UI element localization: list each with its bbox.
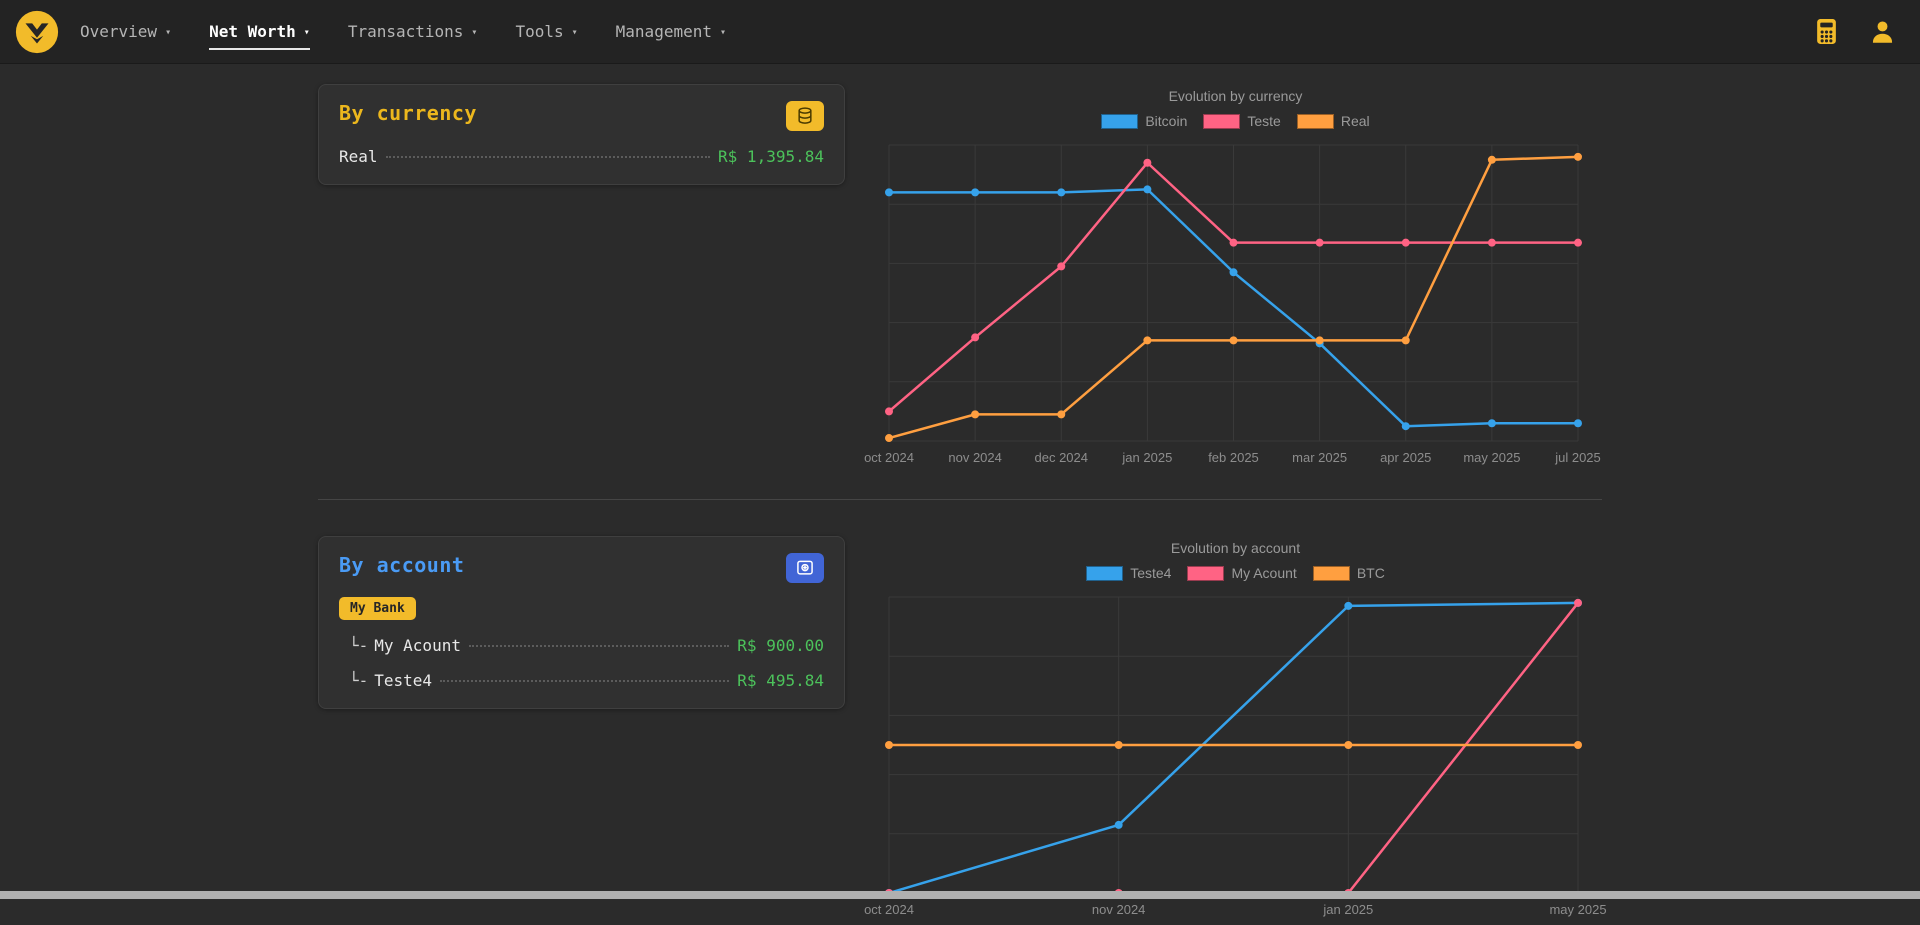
legend-label: Bitcoin (1145, 113, 1187, 129)
main-content: By currency Real R$ 1,395.84 Evolution b… (318, 64, 1602, 925)
svg-text:nov 2024: nov 2024 (1092, 902, 1146, 917)
svg-text:feb 2025: feb 2025 (1208, 450, 1259, 465)
nav-label: Transactions (348, 22, 464, 41)
legend-swatch (1101, 114, 1138, 129)
user-icon (1869, 18, 1896, 45)
nav-label: Overview (80, 22, 157, 41)
svg-text:oct 2024: oct 2024 (864, 902, 914, 917)
legend-label: My Acount (1231, 565, 1296, 581)
currency-chart-block: Evolution by currency Bitcoin Teste Real… (869, 84, 1602, 473)
currency-label: Real (339, 147, 378, 166)
legend-swatch (1297, 114, 1334, 129)
svg-text:jan 2025: jan 2025 (1322, 902, 1373, 917)
chevron-down-icon: ▾ (304, 27, 310, 38)
leader-dots (386, 156, 711, 158)
svg-text:jul 2025: jul 2025 (1554, 450, 1601, 465)
chart-title: Evolution by currency (869, 88, 1602, 104)
chevron-down-icon: ▾ (471, 27, 477, 38)
legend-swatch (1313, 566, 1350, 581)
svg-text:apr 2025: apr 2025 (1380, 450, 1431, 465)
calculator-icon (1814, 18, 1839, 45)
currency-section: By currency Real R$ 1,395.84 Evolution b… (318, 84, 1602, 473)
nav-label: Management (616, 22, 712, 41)
nav-item-overview[interactable]: Overview ▾ (80, 22, 171, 41)
nav-item-net-worth[interactable]: Net Worth ▾ (209, 22, 310, 41)
account-chart-block: Evolution by account Teste4 My Acount BT… (869, 536, 1602, 925)
svg-text:may 2025: may 2025 (1549, 902, 1606, 917)
legend-item-bitcoin[interactable]: Bitcoin (1101, 113, 1187, 129)
account-card-title: By account (339, 553, 464, 577)
currency-list-button[interactable] (786, 101, 824, 131)
account-value: R$ 495.84 (737, 671, 824, 690)
coins-icon (795, 106, 815, 126)
account-row: └- Teste4 R$ 495.84 (339, 671, 824, 690)
chevron-down-icon: ▾ (572, 27, 578, 38)
profile-button[interactable] (1865, 14, 1900, 49)
legend-swatch (1086, 566, 1123, 581)
currency-value: R$ 1,395.84 (718, 147, 824, 166)
svg-text:dec 2024: dec 2024 (1035, 450, 1089, 465)
section-divider (318, 499, 1602, 500)
account-card-header: By account (339, 553, 824, 583)
app-logo[interactable] (14, 9, 60, 55)
navbar-right (1810, 14, 1906, 49)
accounts-button[interactable] (786, 553, 824, 583)
chart-legend: Teste4 My Acount BTC (869, 565, 1602, 581)
currency-card-title: By currency (339, 101, 477, 125)
nav-item-management[interactable]: Management ▾ (616, 22, 726, 41)
legend-label: Real (1341, 113, 1370, 129)
legend-label: Teste4 (1130, 565, 1171, 581)
navbar: Overview ▾ Net Worth ▾ Transactions ▾ To… (0, 0, 1920, 64)
legend-item-teste4[interactable]: Teste4 (1086, 565, 1171, 581)
nav-label: Tools (515, 22, 563, 41)
legend-swatch (1187, 566, 1224, 581)
chart-legend: Bitcoin Teste Real (869, 113, 1602, 129)
legend-swatch (1203, 114, 1240, 129)
legend-label: BTC (1357, 565, 1385, 581)
account-card: By account My Bank └- My Acount R$ 900.0… (318, 536, 845, 709)
bank-badge: My Bank (339, 597, 416, 620)
tree-branch: └- (349, 636, 368, 655)
svg-text:may 2025: may 2025 (1463, 450, 1520, 465)
account-row: └- My Acount R$ 900.00 (339, 636, 824, 655)
leader-dots (440, 680, 729, 682)
svg-text:mar 2025: mar 2025 (1292, 450, 1347, 465)
nav-item-tools[interactable]: Tools ▾ (515, 22, 577, 41)
svg-text:jan 2025: jan 2025 (1121, 450, 1172, 465)
account-section: By account My Bank └- My Acount R$ 900.0… (318, 536, 1602, 925)
currency-row: Real R$ 1,395.84 (339, 147, 824, 166)
window-edge-strip (0, 891, 1920, 899)
legend-label: Teste (1247, 113, 1280, 129)
chart-title: Evolution by account (869, 540, 1602, 556)
account-value: R$ 900.00 (737, 636, 824, 655)
legend-item-teste[interactable]: Teste (1203, 113, 1280, 129)
currency-card: By currency Real R$ 1,395.84 (318, 84, 845, 185)
nav-label: Net Worth (209, 22, 296, 41)
currency-card-header: By currency (339, 101, 824, 131)
leader-dots (469, 645, 729, 647)
main-menu: Overview ▾ Net Worth ▾ Transactions ▾ To… (80, 22, 726, 41)
legend-item-btc[interactable]: BTC (1313, 565, 1385, 581)
tree-branch: └- (349, 671, 368, 690)
chevron-down-icon: ▾ (165, 27, 171, 38)
chevron-down-icon: ▾ (720, 27, 726, 38)
logo-icon (14, 9, 60, 55)
svg-text:oct 2024: oct 2024 (864, 450, 914, 465)
legend-item-my-acount[interactable]: My Acount (1187, 565, 1296, 581)
legend-item-real[interactable]: Real (1297, 113, 1370, 129)
account-label: Teste4 (374, 671, 432, 690)
bank-icon (795, 558, 815, 578)
svg-text:nov 2024: nov 2024 (948, 450, 1002, 465)
nav-item-transactions[interactable]: Transactions ▾ (348, 22, 478, 41)
account-label: My Acount (374, 636, 461, 655)
calculator-button[interactable] (1810, 14, 1843, 49)
